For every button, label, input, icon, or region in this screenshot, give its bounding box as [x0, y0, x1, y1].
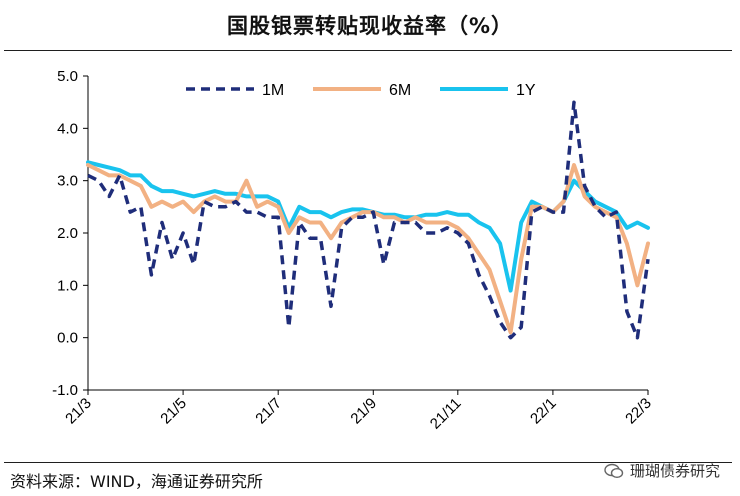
legend-label-1m: 1M [262, 82, 284, 99]
chart-axes: -1.0 0.0 1.0 2.0 3.0 4.0 5.0 21/3 21/5 21/7 21/9 21… [52, 68, 655, 433]
series-layer [86, 100, 650, 340]
y-tick-label: -1.0 [52, 382, 78, 399]
x-tick-label: 21/9 [347, 395, 380, 428]
x-tick-label: 21/3 [62, 395, 95, 428]
legend-label-6m: 6M [389, 82, 411, 99]
y-tick-label: 0.0 [57, 330, 78, 347]
x-tick-label: 22/1 [527, 395, 560, 428]
legend-label-1y: 1Y [516, 82, 536, 99]
chart-legend: 1M 6M 1Y [186, 82, 536, 99]
y-tick-label: 4.0 [57, 120, 78, 137]
source-note: 资料来源：WIND，海通证券研究所 [10, 472, 263, 491]
series-line-1m [87, 100, 650, 340]
x-tick-label: 21/5 [157, 395, 190, 428]
x-tick-label: 21/7 [252, 395, 285, 428]
watermark-text: 珊瑚债券研究 [629, 462, 720, 480]
series-line-1y [86, 160, 650, 293]
y-tick-label: 2.0 [57, 225, 78, 242]
title-divider [4, 50, 732, 51]
footer-divider [4, 462, 732, 463]
y-tick-label: 1.0 [57, 277, 78, 294]
chart-title: 国股银票转贴现收益率（%） [226, 14, 514, 38]
y-tick-label: 5.0 [57, 68, 78, 85]
watermark: 珊瑚债券研究 [604, 460, 720, 481]
x-tick-label: 22/3 [622, 395, 655, 428]
wechat-icon [604, 463, 624, 478]
x-tick-label: 21/11 [427, 395, 465, 433]
y-tick-label: 3.0 [57, 173, 78, 190]
